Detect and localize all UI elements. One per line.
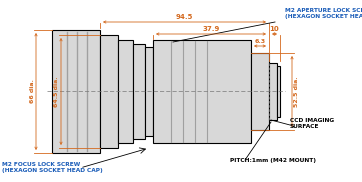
Bar: [269, 63, 277, 120]
Text: 94.5: 94.5: [176, 14, 193, 20]
Bar: [145, 47, 153, 136]
Bar: [277, 66, 280, 117]
Bar: [153, 40, 251, 143]
Text: 10: 10: [270, 26, 279, 32]
Text: M2 FOCUS LOCK SCREW
(HEXAGON SOCKET HEAD CAP): M2 FOCUS LOCK SCREW (HEXAGON SOCKET HEAD…: [2, 162, 103, 173]
Text: 52.5 dia.: 52.5 dia.: [294, 76, 299, 107]
Bar: [251, 53, 269, 130]
Bar: [52, 30, 100, 153]
Bar: [100, 35, 118, 148]
Text: PITCH:1mm (M42 MOUNT): PITCH:1mm (M42 MOUNT): [230, 158, 316, 163]
Text: 66 dia.: 66 dia.: [29, 80, 34, 103]
Text: 64.5 dia.: 64.5 dia.: [55, 76, 59, 107]
Text: 37.9: 37.9: [202, 26, 220, 32]
Bar: [133, 44, 145, 139]
Text: M2 APERTURE LOCK SCREW
(HEXAGON SOCKET HEAD CAP): M2 APERTURE LOCK SCREW (HEXAGON SOCKET H…: [285, 8, 362, 19]
Text: 6.3: 6.3: [254, 39, 266, 44]
Text: CCD IMAGING
SURFACE: CCD IMAGING SURFACE: [290, 118, 334, 129]
Bar: [118, 40, 133, 143]
